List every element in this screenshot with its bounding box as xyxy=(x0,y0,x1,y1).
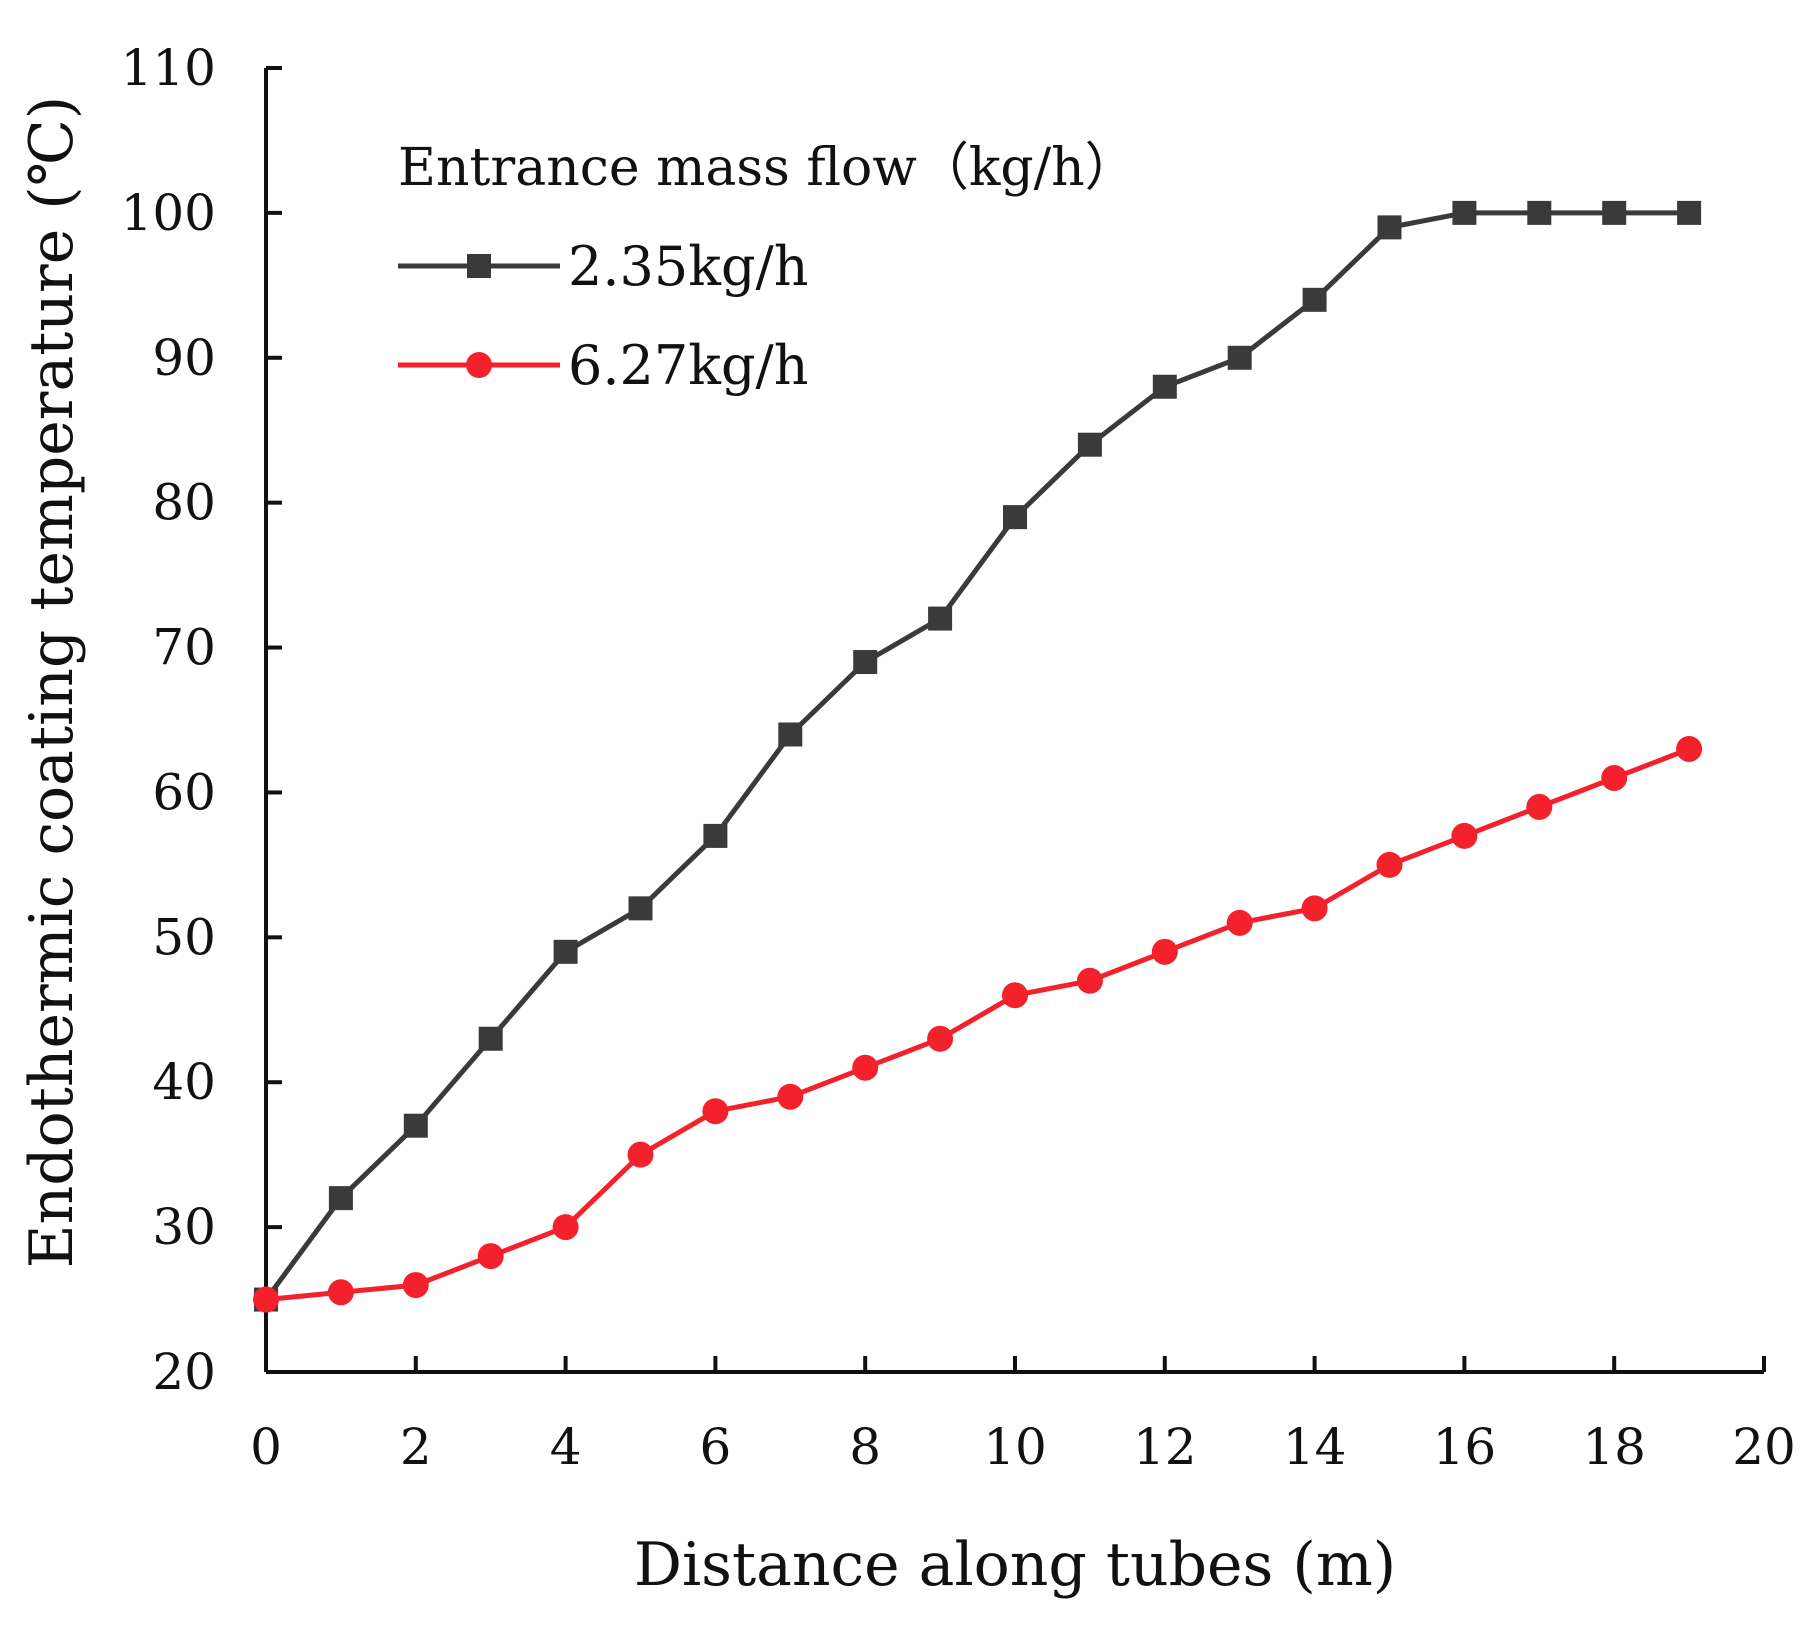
y-axis-title: Endothermic coating temperature (℃) xyxy=(17,96,87,1268)
series-line xyxy=(265,746,1691,1303)
data-point xyxy=(1376,851,1403,878)
x-tick-label: 12 xyxy=(1133,1418,1197,1476)
data-point xyxy=(702,1098,729,1125)
legend-title: Entrance mass flow（kg/h） xyxy=(398,138,1137,198)
x-tick-label: 14 xyxy=(1283,1418,1347,1476)
data-point xyxy=(477,1243,504,1270)
data-point xyxy=(1302,287,1327,312)
data-point xyxy=(1301,895,1328,922)
data-point xyxy=(328,1186,353,1211)
legend: Entrance mass flow（kg/h） 2.35kg/h 6.27kg/… xyxy=(398,138,1137,397)
x-tick-label: 20 xyxy=(1732,1418,1796,1476)
data-point xyxy=(627,1141,654,1168)
x-tick-label: 0 xyxy=(250,1418,282,1476)
data-point xyxy=(1451,822,1478,849)
y-tick-label: 60 xyxy=(152,763,216,821)
y-tick-label: 50 xyxy=(152,908,216,966)
data-point xyxy=(1527,200,1552,225)
data-point xyxy=(403,1113,428,1138)
data-point xyxy=(552,1214,579,1241)
legend-marker xyxy=(467,254,491,278)
data-point xyxy=(253,1286,279,1313)
x-tick-label: 10 xyxy=(983,1418,1047,1476)
data-point xyxy=(1227,345,1252,370)
legend-label: 2.35kg/h xyxy=(568,235,809,298)
data-point xyxy=(927,1025,954,1052)
data-point xyxy=(778,722,803,747)
x-tick-label: 8 xyxy=(849,1418,881,1476)
y-tick-label: 110 xyxy=(121,39,216,97)
data-point xyxy=(628,896,653,921)
legend-item: 2.35kg/h xyxy=(398,235,809,298)
data-point xyxy=(853,650,878,675)
series-line xyxy=(263,210,1690,1302)
x-ticks: 0 2 4 6 8 10 12 14 16 18 20 xyxy=(250,1356,1796,1476)
y-tick-label: 40 xyxy=(152,1053,216,1111)
legend-marker xyxy=(466,352,492,378)
legend-items: 2.35kg/h 6.27kg/h xyxy=(398,235,809,397)
x-tick-label: 16 xyxy=(1433,1418,1497,1476)
y-tick-label: 30 xyxy=(152,1198,216,1256)
data-point xyxy=(478,1026,503,1051)
data-point xyxy=(1677,200,1702,225)
legend-item: 6.27kg/h xyxy=(398,334,809,397)
data-point xyxy=(1151,938,1178,965)
y-ticks: 20 30 40 50 60 70 80 90 100 110 xyxy=(121,39,282,1401)
data-point xyxy=(1003,505,1027,530)
data-point xyxy=(1226,909,1253,936)
data-point xyxy=(1526,793,1553,820)
x-axis-title: Distance along tubes (m) xyxy=(634,1530,1396,1600)
y-tick-label: 90 xyxy=(152,329,216,387)
data-point xyxy=(1676,735,1703,762)
y-tick-label: 80 xyxy=(152,474,216,532)
legend-label: 6.27kg/h xyxy=(568,334,809,397)
data-point xyxy=(1077,432,1102,457)
x-tick-label: 2 xyxy=(400,1418,432,1476)
data-point xyxy=(1602,200,1627,225)
data-point xyxy=(1076,967,1103,994)
data-point xyxy=(1601,764,1628,791)
series-layer xyxy=(253,200,1703,1313)
series-circle xyxy=(253,735,1703,1313)
x-tick-label: 18 xyxy=(1582,1418,1646,1476)
data-point xyxy=(327,1279,354,1306)
data-point xyxy=(777,1083,804,1110)
data-point xyxy=(1452,200,1477,225)
data-point xyxy=(703,823,728,848)
x-tick-label: 4 xyxy=(550,1418,582,1476)
x-tick-label: 6 xyxy=(699,1418,731,1476)
data-point xyxy=(1152,374,1177,399)
data-point xyxy=(928,606,953,631)
y-tick-label: 70 xyxy=(152,619,216,677)
data-point xyxy=(553,939,578,964)
data-point xyxy=(1002,982,1028,1009)
data-point xyxy=(1377,215,1402,240)
data-point xyxy=(402,1272,429,1299)
y-tick-label: 20 xyxy=(152,1343,216,1401)
series-square xyxy=(254,200,1702,1312)
data-point xyxy=(852,1054,879,1081)
y-tick-label: 100 xyxy=(121,184,216,242)
